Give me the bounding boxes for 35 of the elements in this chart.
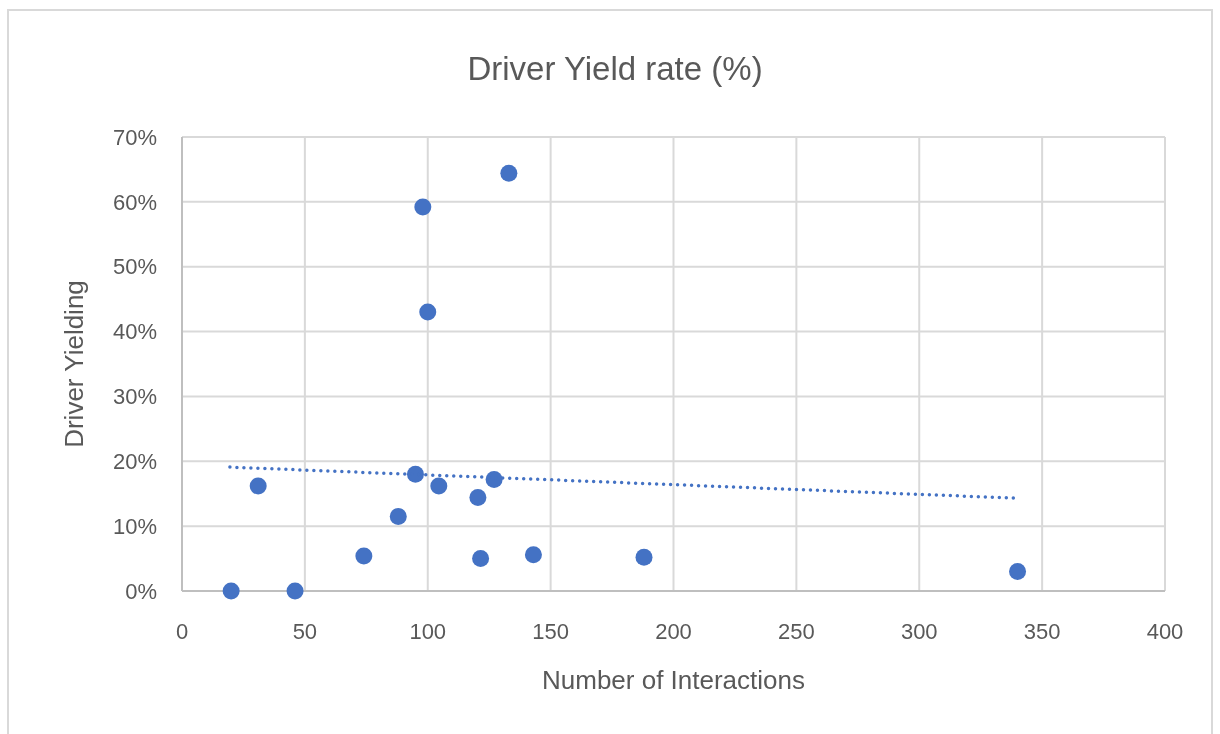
y-tick-label: 30% [112,384,157,410]
y-tick-label: 70% [112,124,157,150]
point [500,164,518,182]
x-tick-label: 0 [175,619,189,644]
point [414,198,432,216]
point [222,582,240,600]
x-tick-label: 50 [292,619,318,644]
y-tick-label: 0% [125,578,157,604]
y-tick-label: 50% [112,254,157,280]
point [635,548,653,566]
point [249,477,267,495]
x-tick-label: 250 [778,619,815,644]
x-tick-label: 350 [1023,619,1061,644]
x-tick-label: 400 [1146,619,1184,644]
y-tick-label: 10% [112,513,157,539]
x-tick-label: 100 [409,619,447,644]
point [472,550,490,568]
point [389,507,407,525]
point [1009,563,1027,581]
point [524,546,542,564]
point [430,477,448,495]
point [286,582,304,600]
x-tick-label: 200 [655,619,692,644]
y-tick-label: 40% [112,319,157,345]
point [406,465,424,483]
chart-title: Driver Yield rate (%) [467,50,763,87]
point [469,489,487,507]
point [419,303,437,321]
y-tick-label: 60% [112,189,157,215]
x-tick-label: 300 [900,619,938,644]
point [355,547,373,565]
x-axis-title: Number of Interactions [541,665,806,695]
x-tick-label: 150 [532,619,569,644]
y-tick-label: 20% [112,448,157,474]
y-axis-title: Driver Yielding [59,280,89,448]
